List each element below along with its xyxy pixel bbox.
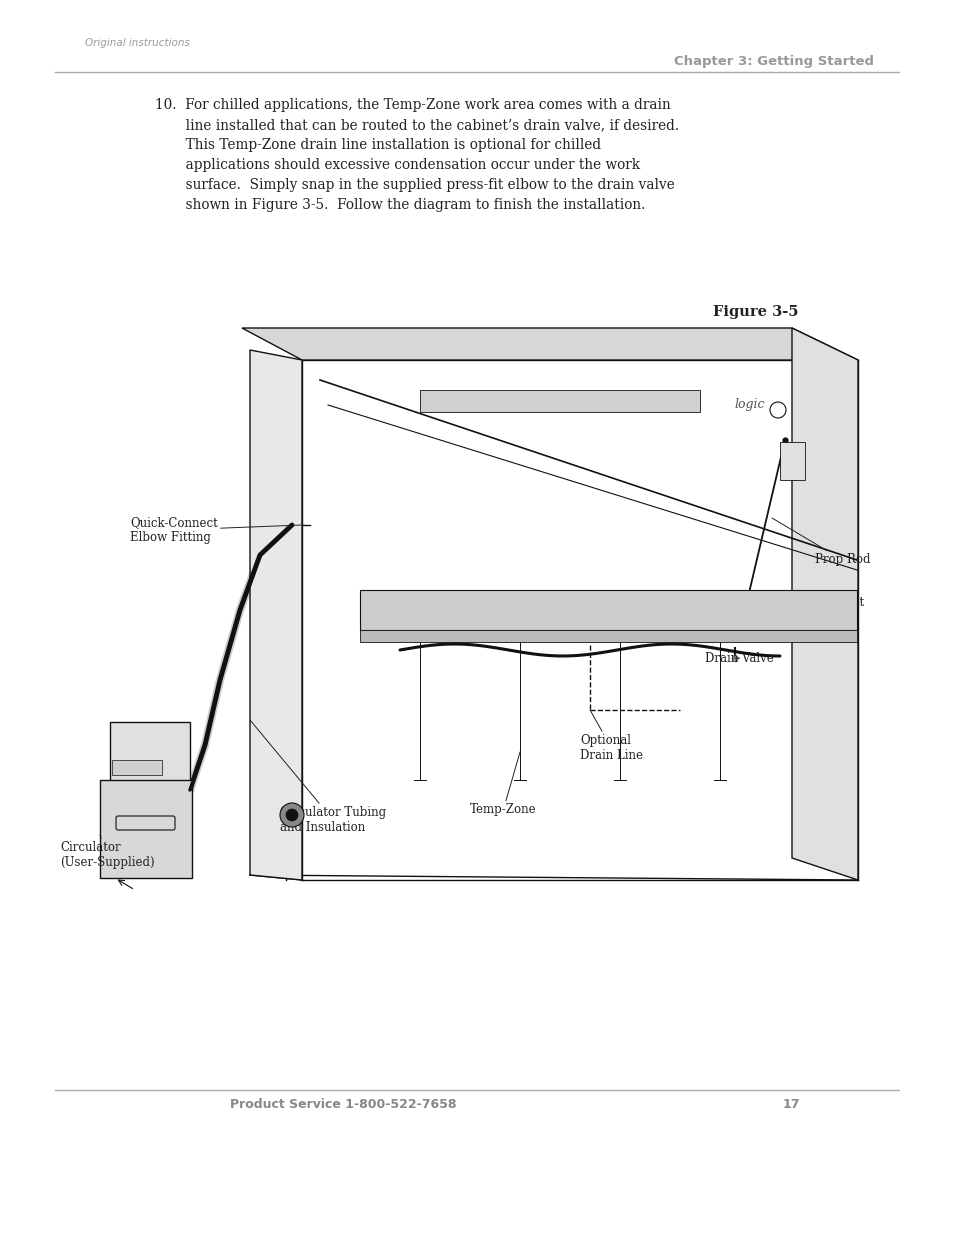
FancyBboxPatch shape bbox=[110, 722, 190, 782]
Text: Circulator
(User-Supplied): Circulator (User-Supplied) bbox=[60, 835, 154, 869]
FancyBboxPatch shape bbox=[419, 390, 700, 412]
Text: Quick-Connect
Elbow Fitting: Quick-Connect Elbow Fitting bbox=[130, 516, 302, 543]
Text: Drain Valve: Drain Valve bbox=[704, 652, 773, 664]
FancyBboxPatch shape bbox=[112, 760, 162, 776]
Text: Optional
Drain Line: Optional Drain Line bbox=[579, 710, 642, 762]
Text: Product Service 1-800-522-7658: Product Service 1-800-522-7658 bbox=[230, 1098, 456, 1112]
Text: Prop Rod: Prop Rod bbox=[771, 517, 869, 567]
Text: 17: 17 bbox=[781, 1098, 799, 1112]
Circle shape bbox=[280, 803, 304, 827]
Text: Original instructions: Original instructions bbox=[85, 38, 190, 48]
Polygon shape bbox=[359, 590, 856, 630]
Text: Chapter 3: Getting Started: Chapter 3: Getting Started bbox=[673, 56, 873, 68]
Polygon shape bbox=[242, 329, 857, 359]
Polygon shape bbox=[250, 350, 302, 881]
FancyBboxPatch shape bbox=[100, 781, 192, 878]
Polygon shape bbox=[359, 630, 856, 642]
Text: Figure 3-5: Figure 3-5 bbox=[713, 305, 799, 319]
Text: Press-fit
Elbow: Press-fit Elbow bbox=[771, 597, 863, 629]
Text: 10.  For chilled applications, the Temp-Zone work area comes with a drain
      : 10. For chilled applications, the Temp-Z… bbox=[154, 98, 679, 212]
Text: Circulator Tubing
and Insulation: Circulator Tubing and Insulation bbox=[250, 720, 386, 834]
Text: logic: logic bbox=[734, 399, 764, 411]
FancyBboxPatch shape bbox=[780, 442, 804, 480]
Text: Temp-Zone: Temp-Zone bbox=[470, 752, 536, 816]
Polygon shape bbox=[791, 329, 857, 881]
Circle shape bbox=[286, 809, 297, 821]
